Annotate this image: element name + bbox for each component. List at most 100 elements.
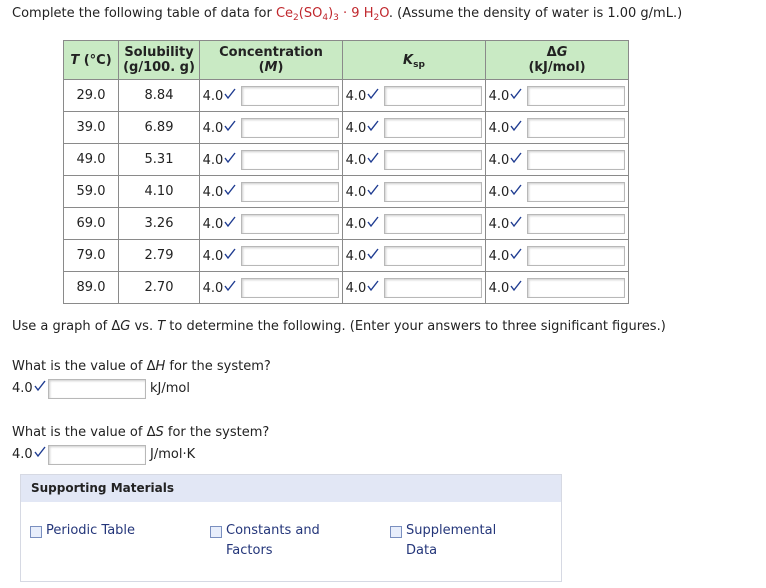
badge-text: 4.0 [488, 184, 510, 200]
unit-label: kJ/mol [150, 381, 190, 396]
answer-input[interactable] [384, 277, 483, 298]
score-badge: 4.0 [12, 380, 47, 396]
link-text: Constants and Factors [226, 523, 320, 558]
badge-text: 4.0 [202, 152, 224, 168]
text-segment: Concentration [219, 45, 323, 60]
answer-input[interactable] [527, 213, 626, 234]
data-cell: 6.89 [118, 111, 200, 144]
check-icon [367, 248, 379, 259]
answer-input[interactable] [527, 117, 626, 138]
answer-cell: 4.0 [485, 207, 629, 240]
check-icon [510, 88, 522, 99]
score-badge: 4.0 [203, 88, 238, 104]
header-line: T (°C) [64, 53, 118, 68]
answer-input[interactable] [384, 117, 483, 138]
answer-input[interactable] [241, 181, 340, 202]
text-segment: (g/100. g) [123, 60, 195, 75]
answer-wrap: 4.0 [486, 85, 628, 106]
text-segment: Use a graph of Δ [12, 319, 121, 334]
badge-text: 4.0 [202, 248, 224, 264]
link-text: Periodic Table [46, 523, 136, 538]
answer-input[interactable] [241, 245, 340, 266]
text-segment: (°C) [79, 52, 112, 68]
answer-input[interactable] [527, 277, 626, 298]
answer-input[interactable] [384, 149, 483, 170]
answer-cell: 4.0 [342, 175, 486, 208]
header-line: ΔG [486, 45, 628, 60]
answer-input[interactable] [384, 245, 483, 266]
answer-cell: 4.0 [199, 271, 343, 304]
badge-text: 4.0 [488, 248, 510, 264]
answer-input[interactable] [384, 85, 483, 106]
answer-input[interactable] [527, 85, 626, 106]
score-badge: 4.0 [489, 152, 524, 168]
check-icon [224, 248, 236, 259]
check-icon [224, 184, 236, 195]
data-cell: 59.0 [63, 175, 119, 208]
score-badge: 4.0 [203, 280, 238, 296]
badge-text: 4.0 [202, 120, 224, 136]
data-row: 79.0 2.79 4.0 4.0 4.0 [63, 239, 629, 272]
column-header: Solubility (g/100. g) [118, 40, 200, 80]
text-segment: 2 [293, 13, 299, 23]
data-row: 29.0 8.84 4.0 4.0 4.0 [63, 79, 629, 112]
text-segment: What is the value of Δ [12, 359, 156, 374]
answer-wrap: 4.0 [343, 213, 485, 234]
badge-text: 4.0 [12, 381, 33, 396]
score-badge: 4.0 [203, 184, 238, 200]
column-header: T (°C) [63, 40, 119, 80]
answer-cell: 4.0 [485, 271, 629, 304]
answer-input[interactable] [241, 117, 340, 138]
support-link[interactable]: Periodic Table [30, 521, 160, 541]
answer-cell: 4.0 [199, 239, 343, 272]
text-segment: ) [328, 6, 334, 21]
column-header: Ksp [342, 40, 486, 80]
link-text: Supplemental Data [406, 523, 497, 558]
data-cell: 2.70 [118, 271, 200, 304]
answer-input[interactable] [384, 213, 483, 234]
data-cell: 89.0 [63, 271, 119, 304]
answer-input[interactable] [241, 213, 340, 234]
data-cell: 69.0 [63, 207, 119, 240]
answer-input[interactable] [48, 379, 146, 399]
answer-wrap: 4.0 [343, 277, 485, 298]
data-row: 39.0 6.89 4.0 4.0 4.0 [63, 111, 629, 144]
instructions: Use a graph of ΔG vs. T to determine the… [12, 319, 666, 334]
answer-input[interactable] [48, 445, 146, 465]
check-icon [510, 152, 522, 163]
data-row: 59.0 4.10 4.0 4.0 4.0 [63, 175, 629, 208]
answer-input[interactable] [241, 149, 340, 170]
text-segment: T [70, 52, 80, 68]
answer-input[interactable] [384, 181, 483, 202]
answer-input[interactable] [527, 181, 626, 202]
score-badge: 4.0 [203, 216, 238, 232]
answer-input[interactable] [241, 277, 340, 298]
text-segment: . (Assume the density of water is 1.00 g… [388, 6, 683, 21]
badge-text: 4.0 [345, 216, 367, 232]
check-icon [510, 184, 522, 195]
support-link[interactable]: Constants and Factors [210, 521, 340, 561]
text-segment: 3 [333, 13, 339, 23]
answer-cell: 4.0 [485, 111, 629, 144]
answer-wrap: 4.0 [486, 277, 628, 298]
answer-wrap: 4.0 [343, 245, 485, 266]
answer-wrap: 4.0 [200, 117, 342, 138]
data-row: 89.0 2.70 4.0 4.0 4.0 [63, 271, 629, 304]
score-badge: 4.0 [489, 120, 524, 136]
answer-input[interactable] [527, 149, 626, 170]
check-icon [510, 120, 522, 131]
answer-cell: 4.0 [342, 239, 486, 272]
answer-input[interactable] [241, 85, 340, 106]
header-line: Solubility [119, 45, 199, 60]
text-segment: · 9 H [338, 6, 374, 21]
score-badge: 4.0 [346, 280, 381, 296]
score-badge: 4.0 [346, 216, 381, 232]
support-link[interactable]: Supplemental Data [390, 521, 520, 561]
intro: Complete the following table of data for… [12, 6, 683, 23]
text-segment: sp [413, 59, 425, 70]
answer-input[interactable] [527, 245, 626, 266]
text-segment: S [155, 425, 164, 440]
check-icon [34, 380, 46, 392]
score-badge: 4.0 [346, 88, 381, 104]
column-header: Concentration (M) [199, 40, 343, 80]
